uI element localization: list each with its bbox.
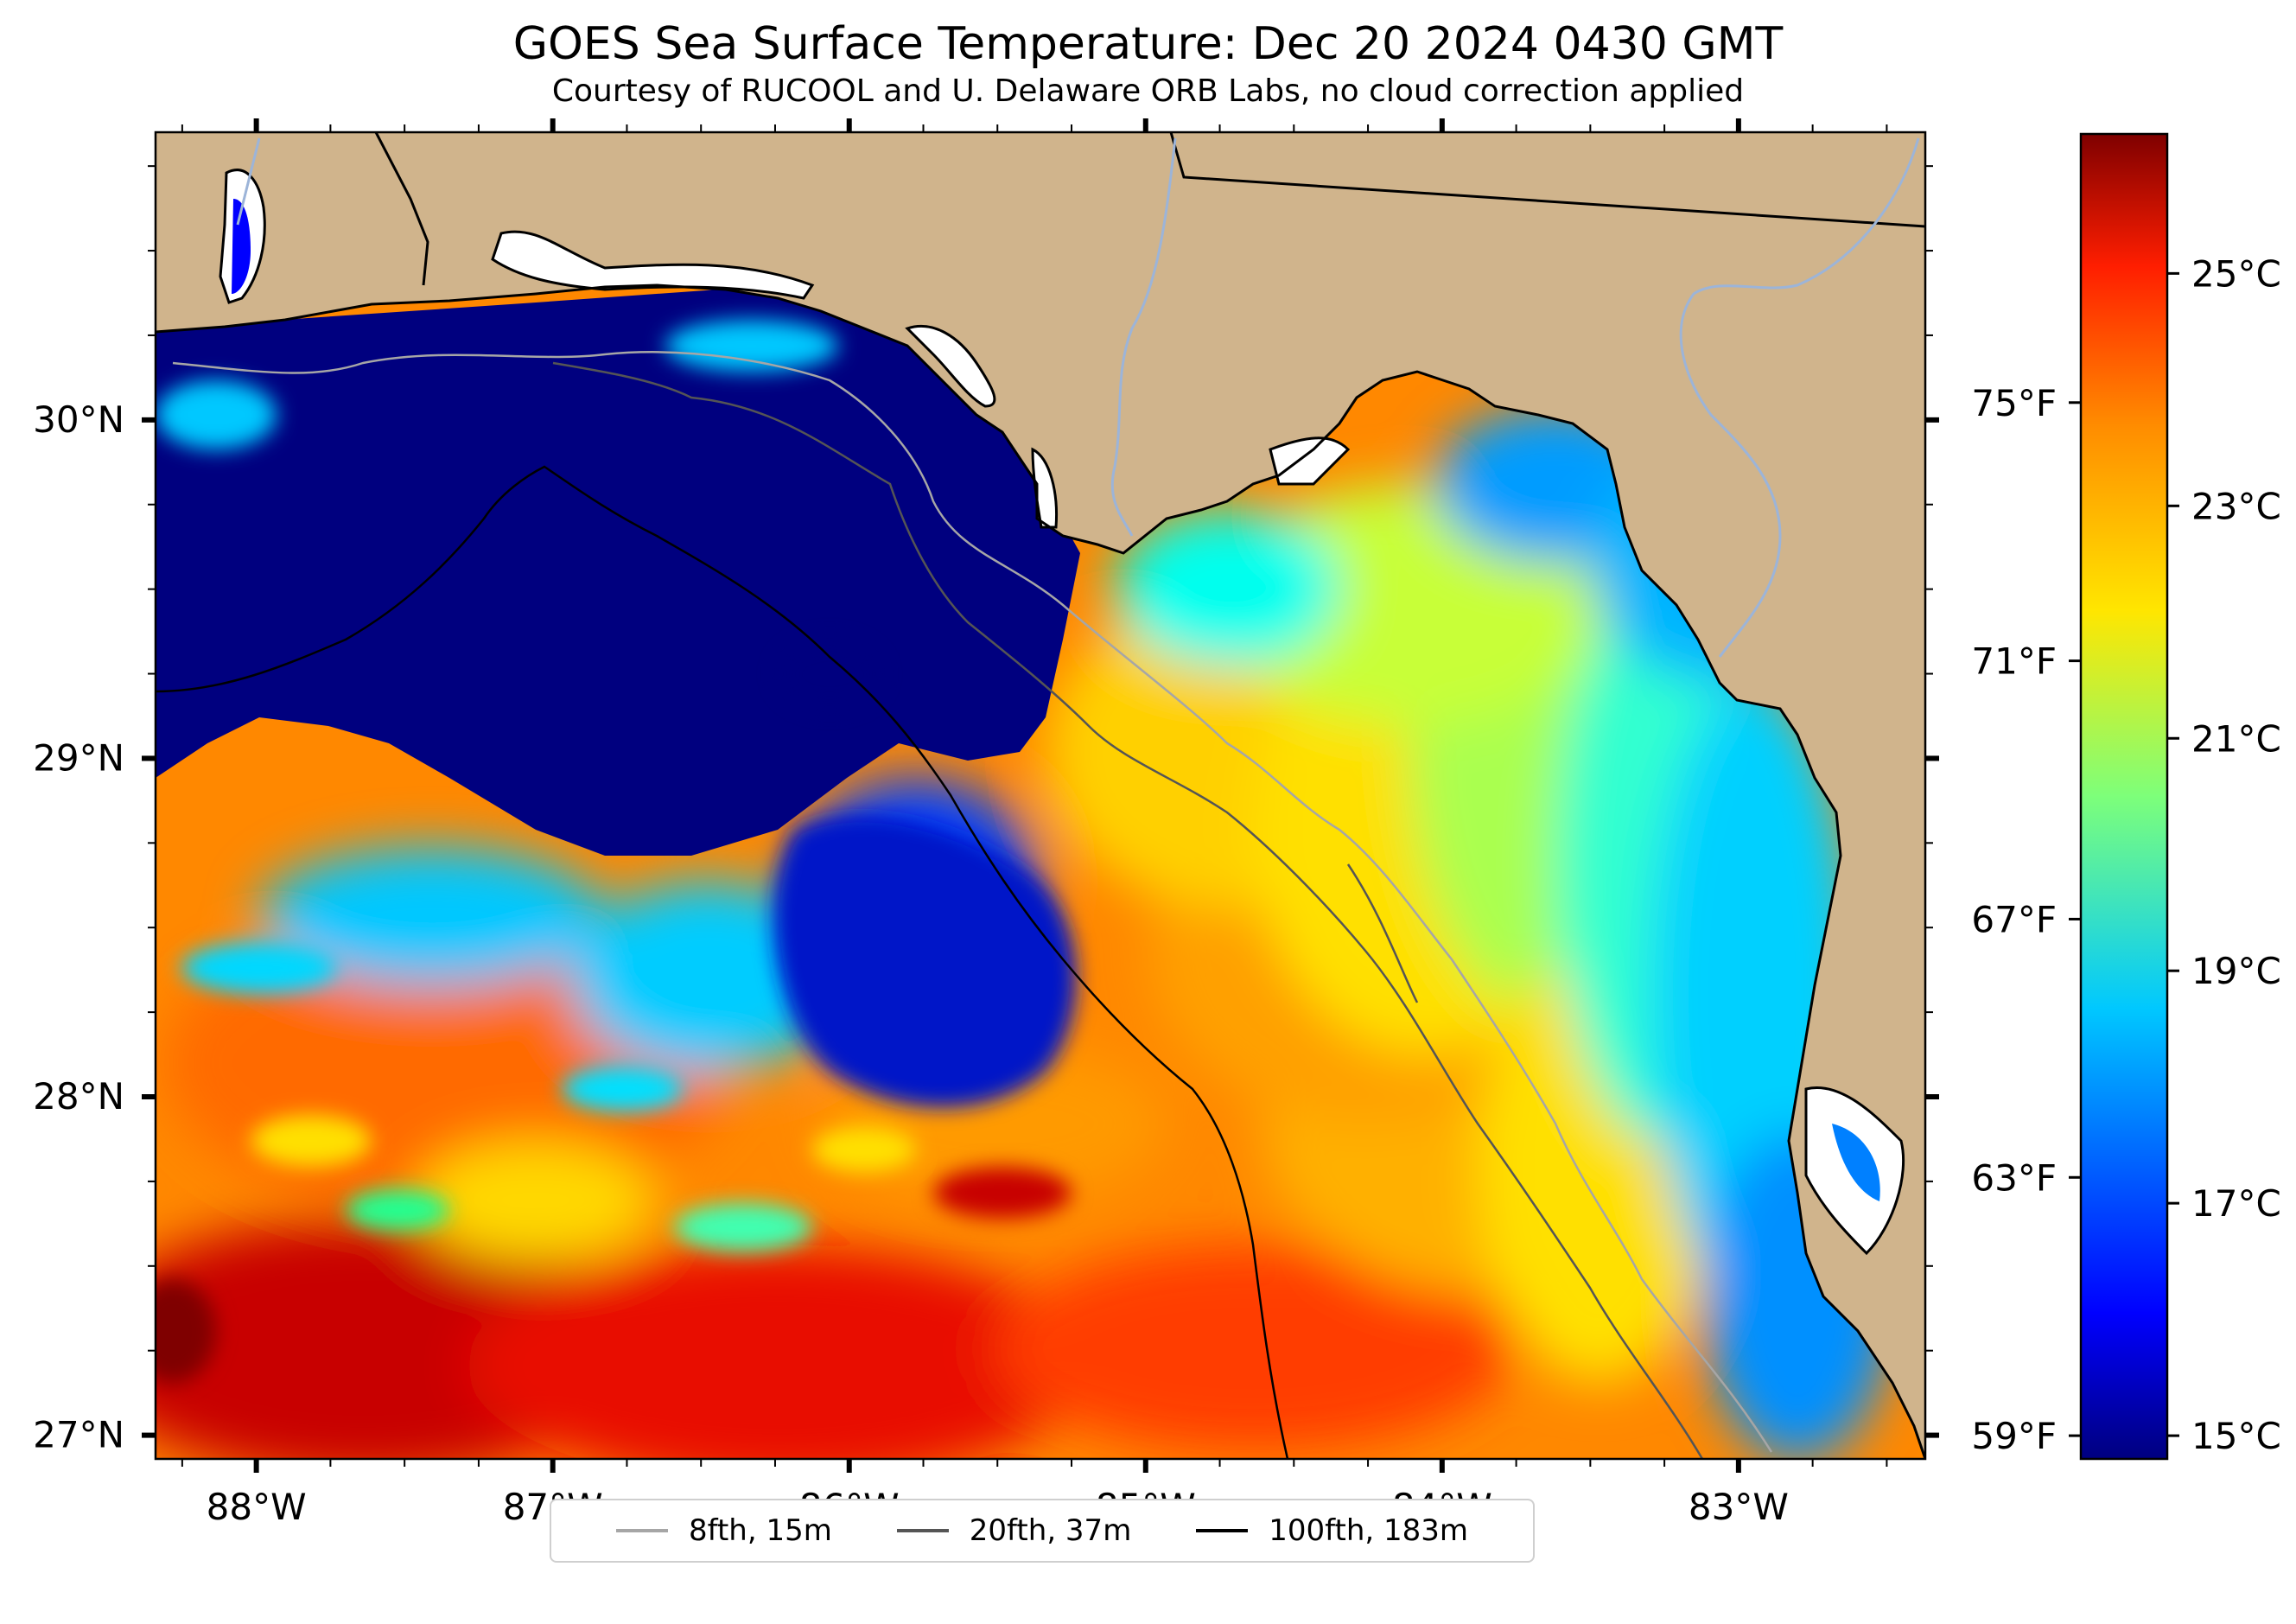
depth-contour-legend: 8fth, 15m 20fth, 37m 100fth, 183m bbox=[550, 1499, 1535, 1563]
legend-swatch-100fth bbox=[1196, 1529, 1249, 1532]
celsius-tick-label: 15°C bbox=[2191, 1415, 2281, 1457]
chart-title: GOES Sea Surface Temperature: Dec 20 202… bbox=[512, 18, 1784, 70]
lat-tick-label: 27°N bbox=[33, 1414, 124, 1456]
colorbar-fahrenheit-axis: 59°F 63°F 67°F 71°F 75°F bbox=[1971, 382, 2081, 1457]
legend-label-20fth: 20fth, 37m bbox=[969, 1513, 1132, 1548]
state-boundary-al-fl bbox=[374, 132, 429, 286]
contour-8fth bbox=[172, 351, 1773, 1453]
fahrenheit-tick-label: 59°F bbox=[1971, 1415, 2057, 1457]
land bbox=[156, 132, 1925, 1459]
cape-san-blas bbox=[1031, 447, 1058, 529]
celsius-tick-label: 25°C bbox=[2191, 252, 2281, 295]
legend-label-8fth: 8fth, 15m bbox=[688, 1513, 832, 1548]
lat-tick-label: 28°N bbox=[33, 1075, 124, 1118]
coastline bbox=[156, 283, 1925, 1459]
legend-item-20fth: 20fth, 37m bbox=[896, 1513, 1132, 1548]
contour-20fth bbox=[552, 361, 1704, 1459]
legend-swatch-8fth bbox=[615, 1529, 668, 1532]
chart-title-block: GOES Sea Surface Temperature: Dec 20 202… bbox=[0, 16, 2296, 111]
sst-filaments bbox=[156, 320, 1072, 1383]
fahrenheit-tick-label: 67°F bbox=[1971, 898, 2057, 940]
colorbar bbox=[2079, 132, 2169, 1461]
cold-water-mass bbox=[156, 285, 1080, 856]
pensacola-bay bbox=[491, 230, 815, 300]
colorbar-celsius-axis: 15°C 17°C 19°C 21°C 23°C 25°C bbox=[2167, 252, 2281, 1457]
mobile-bay-water bbox=[232, 199, 251, 294]
celsius-tick-label: 21°C bbox=[2191, 717, 2281, 760]
fahrenheit-tick-label: 63°F bbox=[1971, 1156, 2057, 1199]
legend-swatch-20fth bbox=[896, 1529, 949, 1532]
celsius-tick-label: 23°C bbox=[2191, 485, 2281, 527]
legend-item-100fth: 100fth, 183m bbox=[1196, 1513, 1468, 1548]
st-andrew-bay bbox=[905, 324, 996, 408]
fahrenheit-tick-label: 75°F bbox=[1971, 382, 2057, 424]
lon-tick-label: 83°W bbox=[1689, 1486, 1789, 1528]
fahrenheit-tick-label: 71°F bbox=[1971, 640, 2057, 683]
map-frame bbox=[154, 131, 1927, 1461]
rivers bbox=[236, 137, 1920, 658]
map-plot-area bbox=[156, 132, 1925, 1459]
cold-eddy bbox=[773, 815, 1077, 1108]
legend-item-8fth: 8fth, 15m bbox=[615, 1513, 832, 1548]
latitude-axis: 27°N 28°N 29°N 30°N bbox=[33, 165, 1939, 1456]
lat-tick-label: 30°N bbox=[33, 398, 124, 441]
contour-100fth bbox=[156, 465, 1289, 1459]
tampa-bay-water bbox=[1832, 1124, 1880, 1201]
celsius-tick-label: 19°C bbox=[2191, 950, 2281, 992]
celsius-tick-label: 17°C bbox=[2191, 1182, 2281, 1225]
lat-tick-label: 29°N bbox=[33, 736, 124, 779]
legend-label-100fth: 100fth, 183m bbox=[1269, 1513, 1469, 1548]
lon-tick-label: 88°W bbox=[207, 1486, 307, 1528]
chart-subtitle: Courtesy of RUCOOL and U. Delaware ORB L… bbox=[551, 73, 1745, 109]
